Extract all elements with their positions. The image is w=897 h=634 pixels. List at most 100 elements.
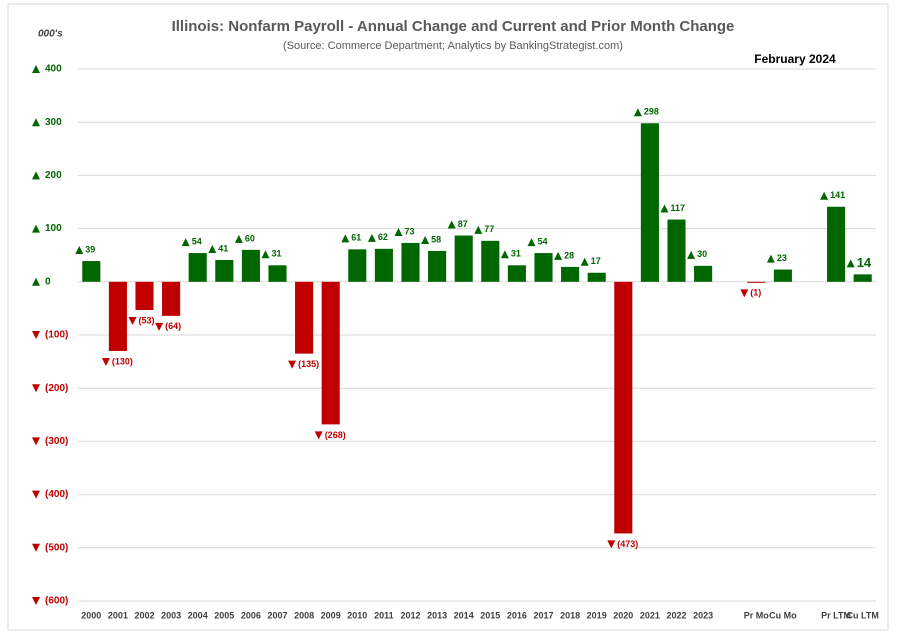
label-arrow — [155, 322, 164, 331]
x-tick-label: 2022 — [666, 610, 686, 620]
x-tick-label: 2020 — [613, 610, 633, 620]
bar — [773, 269, 792, 282]
tick-arrow — [32, 543, 40, 552]
y-tick-label: 0 — [45, 276, 51, 287]
value-label: 39 — [85, 244, 95, 254]
label-arrow — [500, 250, 509, 259]
x-tick-label: 2009 — [321, 610, 341, 620]
value-label: 30 — [697, 249, 707, 259]
label-arrow — [527, 238, 536, 247]
value-label: 31 — [272, 249, 282, 259]
y-tick-label: (500) — [45, 542, 68, 553]
y-tick-label: (400) — [45, 489, 68, 500]
y-tick-label: (300) — [45, 436, 68, 447]
value-label: (268) — [325, 430, 346, 440]
label-arrow — [554, 251, 563, 260]
bar — [348, 249, 367, 282]
label-arrow — [101, 357, 110, 366]
label-arrow — [421, 235, 430, 244]
value-label: 23 — [777, 253, 787, 263]
x-tick-label: 2006 — [241, 610, 261, 620]
bar — [295, 281, 314, 354]
label-arrow — [288, 360, 297, 369]
value-label: 31 — [511, 249, 521, 259]
x-tick-label: 2008 — [294, 610, 314, 620]
tick-arrow — [32, 65, 40, 73]
value-label: (53) — [139, 315, 155, 325]
chart-subtitle: (Source: Commerce Department; Analytics … — [283, 40, 623, 52]
x-tick-label: 2011 — [374, 610, 394, 620]
tick-arrow — [32, 490, 40, 499]
bar — [108, 281, 127, 351]
y-tick-label: 200 — [45, 170, 62, 181]
bar — [561, 266, 580, 282]
label-arrow — [234, 234, 243, 243]
tick-arrow — [32, 224, 40, 233]
x-tick-label: 2002 — [134, 610, 154, 620]
value-label: 298 — [644, 107, 659, 117]
x-tick-label: Cu Mo — [769, 610, 797, 620]
tick-arrow — [32, 118, 40, 127]
bar — [827, 206, 846, 282]
value-label: 117 — [671, 203, 686, 213]
value-label: 141 — [830, 190, 845, 200]
tick-arrow — [32, 384, 40, 393]
x-tick-label: 2021 — [640, 610, 660, 620]
bar — [135, 281, 154, 310]
x-tick-label: 2015 — [480, 610, 500, 620]
chart-frame — [7, 3, 889, 631]
x-tick-label: 2017 — [533, 610, 553, 620]
bar — [188, 253, 207, 282]
x-tick-label: Cu LTM — [847, 610, 879, 620]
x-tick-label: 2023 — [693, 610, 713, 620]
bar — [481, 240, 500, 282]
bar — [614, 281, 633, 534]
bar — [853, 274, 872, 282]
value-label: 28 — [564, 250, 574, 260]
label-arrow — [633, 108, 642, 117]
y-tick-label: (200) — [45, 383, 68, 394]
label-arrow — [766, 254, 775, 263]
value-label: (64) — [165, 321, 181, 331]
bar — [640, 123, 659, 282]
bar — [162, 281, 181, 316]
bar — [215, 259, 234, 282]
tick-arrow — [32, 331, 40, 339]
date-label: February 2024 — [754, 52, 836, 66]
label-arrow — [580, 257, 589, 266]
x-tick-label: Pr Mo — [744, 610, 770, 620]
y-tick-label: (100) — [45, 330, 68, 341]
value-label: 17 — [591, 256, 601, 266]
bar — [534, 253, 553, 282]
tick-arrow — [32, 171, 40, 180]
label-arrow — [846, 259, 855, 268]
bar — [694, 265, 713, 282]
bar — [454, 235, 473, 282]
label-arrow — [447, 220, 456, 229]
label-arrow — [75, 246, 84, 255]
bar — [374, 248, 393, 282]
chart-title: Illinois: Nonfarm Payroll - Annual Chang… — [172, 18, 735, 35]
value-label: (135) — [298, 359, 319, 369]
label-arrow — [687, 250, 696, 259]
x-tick-label: 2001 — [108, 610, 128, 620]
x-tick-label: 2010 — [347, 610, 367, 620]
label-arrow — [128, 316, 137, 325]
bar — [268, 265, 287, 282]
value-label: (130) — [112, 356, 133, 366]
y-tick-label: 300 — [45, 117, 62, 128]
label-arrow — [261, 250, 270, 259]
value-label: 87 — [458, 219, 468, 229]
label-arrow — [607, 540, 616, 549]
value-label: 77 — [484, 224, 494, 234]
label-arrow — [660, 204, 669, 213]
label-arrow — [367, 233, 376, 242]
x-tick-label: Pr LTM — [821, 610, 851, 620]
value-label: 73 — [405, 226, 415, 236]
value-label: 60 — [245, 233, 255, 243]
x-tick-label: 2007 — [267, 610, 287, 620]
value-label: 14 — [857, 255, 872, 270]
value-label: (473) — [617, 539, 638, 549]
x-tick-label: 2004 — [188, 610, 208, 620]
